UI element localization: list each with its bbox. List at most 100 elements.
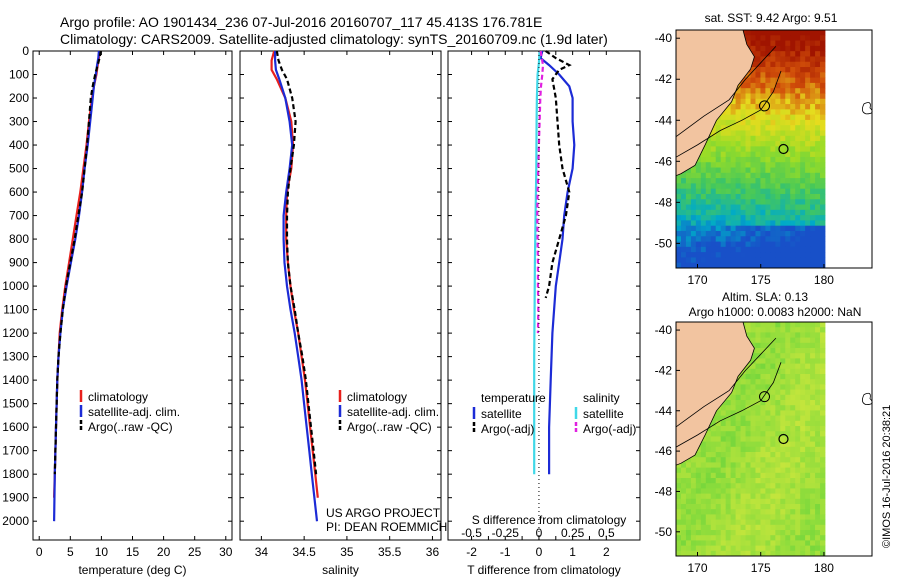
map-cell — [805, 156, 811, 163]
map-cell — [790, 540, 796, 546]
map-cell — [755, 457, 761, 463]
map-cell — [805, 204, 811, 211]
map-cell — [765, 415, 771, 422]
map-cell — [705, 246, 712, 253]
map-cell — [740, 389, 746, 396]
map-cell — [755, 509, 761, 515]
map-cell — [705, 172, 712, 179]
map-cell — [680, 519, 687, 526]
imos-stamp: ©IMOS 16-Jul-2016 20:38:21 — [881, 405, 893, 548]
map-cell — [815, 441, 821, 448]
map-cell — [800, 114, 806, 121]
map-cell — [755, 374, 761, 380]
map-cell — [820, 61, 826, 68]
map-cell — [695, 509, 702, 515]
map-cell — [705, 426, 712, 432]
map-cell — [820, 467, 826, 474]
map-cell — [680, 220, 687, 227]
map-cell — [745, 30, 751, 36]
map-cell — [755, 156, 761, 163]
map-cell — [730, 109, 736, 116]
map-cell — [805, 35, 811, 41]
map-cell — [750, 452, 756, 458]
map-cell — [725, 524, 732, 531]
map-cell — [676, 262, 682, 269]
map-cell — [780, 514, 786, 520]
map-cell — [765, 220, 771, 227]
map-cell — [790, 257, 796, 264]
map-cell — [755, 410, 761, 416]
map-x-tick-label: 180 — [814, 273, 834, 287]
map-cell — [785, 348, 791, 354]
map-cell — [775, 363, 781, 370]
map-cell — [695, 225, 702, 232]
map-cell — [820, 204, 826, 211]
map-cell — [810, 509, 816, 515]
map-cell — [735, 109, 741, 116]
map-cell — [690, 236, 697, 242]
map-cell — [750, 405, 756, 411]
map-cell — [800, 530, 806, 536]
map-cell — [695, 504, 702, 510]
map-cell — [800, 452, 806, 458]
map-cell — [735, 199, 741, 205]
map-cell — [785, 462, 791, 468]
map-cell — [676, 252, 682, 258]
map-cell — [815, 363, 821, 370]
map-cell — [815, 193, 821, 200]
map-cell — [740, 493, 746, 500]
map-cell — [815, 45, 821, 52]
map-cell — [700, 483, 707, 489]
map-cell — [745, 114, 751, 121]
legend-label: satellite-adj. clim. — [347, 405, 439, 419]
map-cell — [760, 141, 766, 147]
map-cell — [770, 374, 776, 380]
map-cell — [690, 209, 697, 216]
map-cell — [790, 535, 796, 541]
map-cell — [725, 426, 732, 432]
map-cell — [760, 40, 766, 47]
map-cell — [720, 405, 727, 411]
map-cell — [735, 535, 741, 541]
map-cell — [770, 493, 776, 500]
map-cell — [815, 51, 821, 57]
map-cell — [810, 519, 816, 526]
map-cell — [770, 550, 776, 557]
map-cell — [815, 405, 821, 411]
map-cell — [820, 151, 826, 158]
map-cell — [795, 230, 801, 237]
map-cell — [720, 524, 727, 531]
map-cell — [820, 230, 826, 237]
map-cell — [770, 135, 776, 142]
map-cell — [805, 431, 811, 437]
map-cell — [755, 135, 761, 142]
map-cell — [820, 353, 826, 359]
map-cell — [690, 519, 697, 526]
map-cell — [805, 45, 811, 52]
map-cell — [785, 30, 791, 36]
map-cell — [765, 135, 771, 142]
map-cell — [765, 98, 771, 105]
map-cell — [820, 51, 826, 57]
map-cell — [775, 514, 781, 520]
map-cell — [725, 504, 732, 510]
map-cell — [785, 415, 791, 422]
map-cell — [815, 353, 821, 359]
map-cell — [775, 348, 781, 354]
map-cell — [745, 509, 751, 515]
map-cell — [790, 436, 796, 442]
map-cell — [745, 519, 751, 526]
map-cell — [755, 420, 761, 427]
map-cell — [780, 199, 786, 205]
map-cell — [676, 220, 682, 227]
map-cell — [735, 230, 741, 237]
map-cell — [740, 415, 746, 422]
map-cell — [800, 93, 806, 100]
map-cell — [700, 167, 707, 174]
map-cell — [735, 262, 741, 269]
map-cell — [705, 183, 712, 190]
map-cell — [775, 462, 781, 468]
map-cell — [700, 545, 707, 552]
map-cell — [690, 188, 697, 195]
map-cell — [760, 415, 766, 422]
